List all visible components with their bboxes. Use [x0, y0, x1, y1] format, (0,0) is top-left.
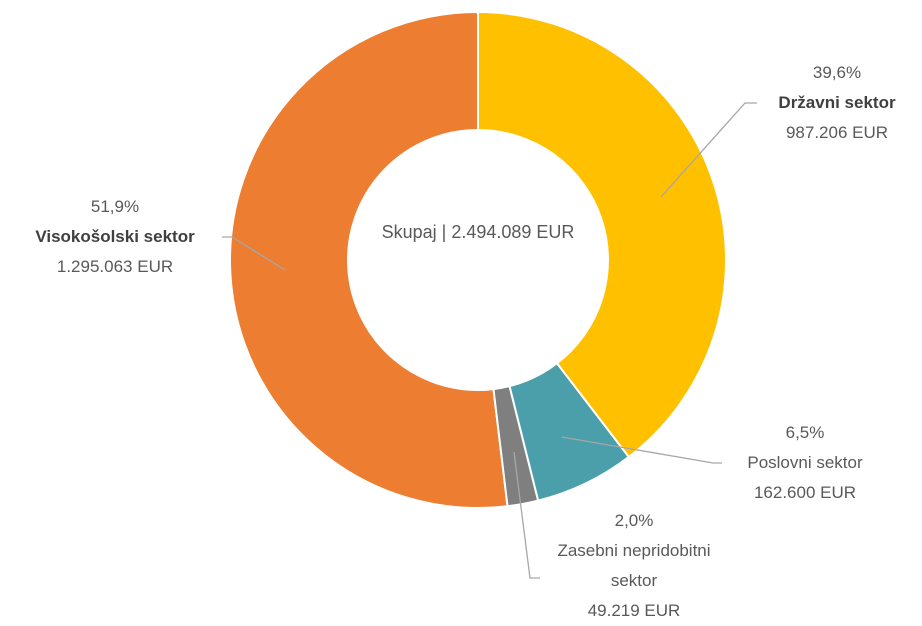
donut-slice — [477, 10, 727, 459]
amount-label: 162.600 EUR — [753, 483, 857, 502]
donut-slice — [229, 10, 509, 509]
value-label: 6,5% — [785, 423, 825, 442]
donut-slice — [508, 361, 631, 502]
leader-line — [660, 102, 757, 198]
category-label: Zasebni nepridobitni sektor — [557, 541, 711, 590]
data-label: 2,0% Zasebni nepridobitni sektor 49.219 EU… — [534, 506, 734, 626]
value-label: 2,0% — [614, 511, 654, 530]
center-label: Skupaj | 2.494.089 EUR — [381, 222, 575, 242]
data-label: 39,6% Državni sektor 987.206 EUR — [778, 58, 895, 148]
value-label: 39,6% — [812, 63, 862, 82]
donut-slice — [492, 384, 540, 508]
leader-line — [513, 451, 540, 579]
data-label: 51,9% Visokošolski sektor 1.295.063 EUR — [35, 192, 194, 282]
data-label: 6,5% Poslovni sektor 162.600 EUR — [747, 418, 862, 508]
leader-lines — [222, 102, 757, 579]
leader-line — [222, 236, 286, 271]
value-label: 51,9% — [90, 197, 140, 216]
amount-label: 49.219 EUR — [587, 601, 681, 620]
category-label: Državni sektor — [778, 93, 896, 112]
category-label: Poslovni sektor — [747, 453, 863, 472]
leader-line — [561, 436, 722, 464]
category-label: Visokošolski sektor — [35, 227, 195, 246]
amount-label: 987.206 EUR — [785, 123, 889, 142]
amount-label: 1.295.063 EUR — [56, 257, 174, 276]
